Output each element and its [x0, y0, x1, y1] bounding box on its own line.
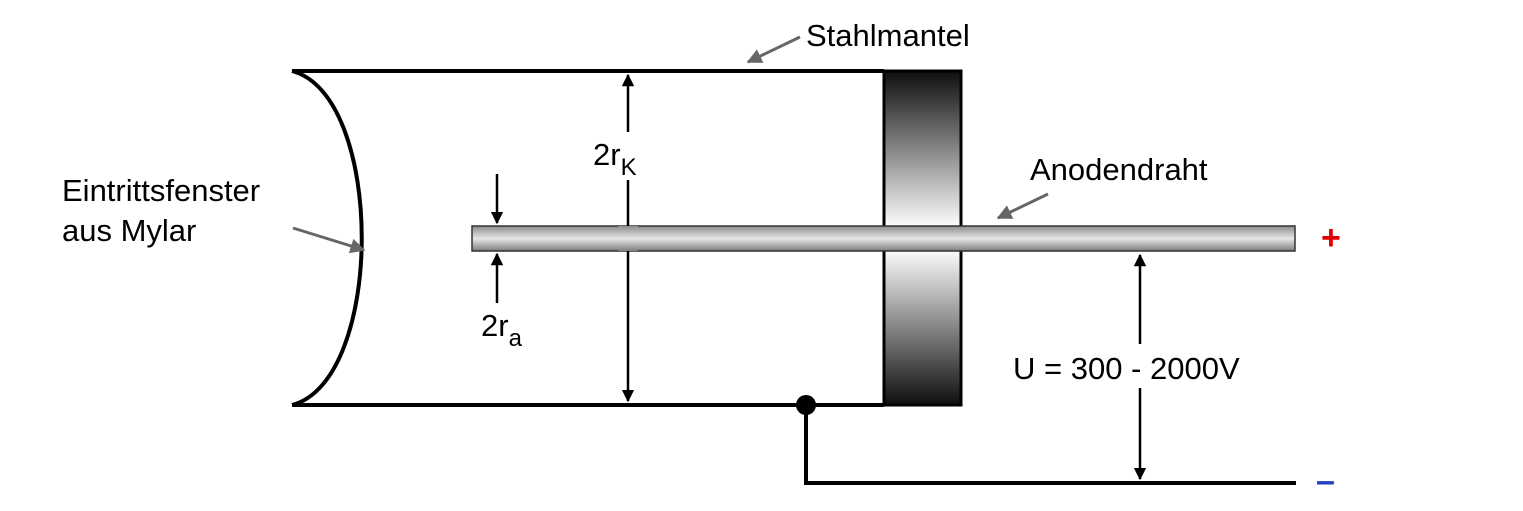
mantel-pointer	[746, 35, 801, 64]
rk-label-sub: K	[621, 154, 637, 181]
ra-label-main: 2r	[481, 308, 509, 343]
window-label-line2: aus Mylar	[62, 213, 196, 248]
window-pointer	[292, 226, 366, 254]
rk-lower-gap	[618, 226, 638, 251]
voltage-label: U = 300 - 2000V	[1013, 351, 1240, 386]
window-label-line1: Eintrittsfenster	[62, 173, 260, 208]
minus-terminal-sign: –	[1316, 462, 1335, 500]
ra-label-sub: a	[509, 325, 523, 352]
anode-wire	[471, 225, 1296, 252]
rk-label-bg	[588, 132, 668, 180]
rk-label-main: 2r	[593, 137, 621, 172]
cathode-junction	[796, 395, 816, 415]
ra-label: 2ra	[481, 308, 523, 352]
anode-pointer	[996, 192, 1049, 220]
anode-label: Anodendraht	[1030, 152, 1208, 187]
entry-window	[291, 69, 364, 407]
rk-label: 2rK	[593, 137, 637, 181]
mantel-label: Stahlmantel	[806, 18, 970, 53]
plus-terminal-sign: +	[1321, 219, 1341, 257]
voltage-label-bg	[1010, 344, 1278, 388]
